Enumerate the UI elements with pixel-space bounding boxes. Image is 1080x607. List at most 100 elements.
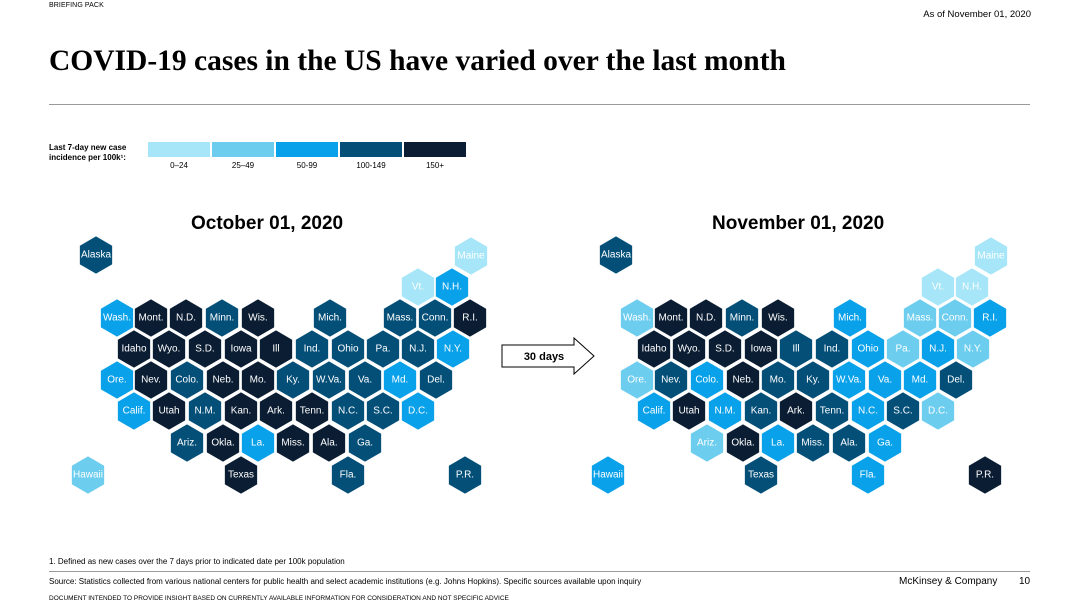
state-hex	[294, 390, 330, 432]
state-label: Utah	[678, 406, 699, 417]
state-label: Ill	[792, 344, 799, 355]
state-hex	[688, 297, 724, 339]
state-hex	[187, 390, 223, 432]
page-number: 10	[1019, 576, 1031, 587]
state-label: S.C.	[373, 406, 392, 417]
state-hex	[347, 422, 383, 464]
state-hex	[937, 297, 973, 339]
state-hex	[400, 390, 436, 432]
legend-label: 25–49	[231, 161, 255, 170]
state-hex	[725, 422, 761, 464]
state-label: W.Va.	[836, 375, 862, 386]
state-hex	[707, 328, 743, 370]
october-map-title: October 01, 2020	[191, 213, 344, 234]
state-label: Mo.	[770, 375, 787, 386]
state-label: S.D.	[195, 344, 214, 355]
state-label: Wyo.	[158, 344, 181, 355]
state-hex	[760, 359, 796, 401]
state-hex	[400, 328, 436, 370]
state-hex	[850, 328, 886, 370]
footnote: 1. Defined as new cases over the 7 days …	[49, 557, 345, 566]
state-hex	[204, 297, 240, 339]
state-hex	[312, 297, 348, 339]
state-hex	[832, 297, 868, 339]
legend-label: 150+	[425, 161, 445, 170]
state-label: P.R.	[456, 470, 474, 481]
state-label: Mont.	[138, 313, 163, 324]
state-hex	[938, 359, 974, 401]
state-hex	[133, 359, 169, 401]
state-label: W.Va.	[316, 375, 342, 386]
state-label: Utah	[158, 406, 179, 417]
state-label: Colo.	[695, 375, 718, 386]
state-hex	[760, 422, 796, 464]
state-label: Maine	[977, 251, 1005, 262]
state-hex	[636, 390, 672, 432]
state-hex	[598, 234, 634, 276]
state-label: Okla.	[731, 438, 754, 449]
state-hex	[168, 297, 204, 339]
state-label: Va.	[358, 375, 372, 386]
legend-swatch	[276, 142, 338, 157]
state-hex	[116, 328, 152, 370]
state-label: Hawaii	[593, 470, 623, 481]
state-hex	[223, 390, 259, 432]
state-hex	[133, 297, 169, 339]
state-label: Miss.	[801, 438, 824, 449]
state-label: N.Y.	[964, 344, 982, 355]
state-label: Mich.	[838, 313, 862, 324]
state-label: Colo.	[175, 375, 198, 386]
state-hex	[636, 328, 672, 370]
state-label: Kan.	[751, 406, 772, 417]
state-hex	[223, 454, 259, 496]
state-hex	[453, 235, 489, 277]
legend-title-line2: incidence per 100k¹:	[49, 153, 126, 162]
state-label: Mass.	[907, 313, 934, 324]
state-hex	[850, 454, 886, 496]
state-hex	[365, 328, 401, 370]
disclaimer: DOCUMENT INTENDED TO PROVIDE INSIGHT BAS…	[49, 595, 509, 602]
footer-divider	[49, 571, 1030, 572]
state-hex	[689, 359, 725, 401]
state-hex	[240, 297, 276, 339]
state-hex	[867, 422, 903, 464]
state-label: Minn.	[730, 313, 754, 324]
legend-label: 100-149	[356, 161, 386, 170]
state-label: D.C.	[928, 406, 948, 417]
state-label: Wyo.	[678, 344, 701, 355]
state-label: Vt.	[932, 282, 944, 293]
state-label: N.J.	[409, 344, 427, 355]
state-label: Texas	[228, 470, 254, 481]
title-divider	[49, 104, 1030, 105]
state-hex	[447, 454, 483, 496]
state-label: N.D.	[696, 313, 716, 324]
state-label: N.Y.	[444, 344, 462, 355]
october-hex-map: Alaska Maine Vt. N.H. Wash. Mont. N.D. Minn. Wis…	[70, 234, 489, 496]
state-label: Fla.	[340, 470, 357, 481]
state-hex	[590, 454, 626, 496]
state-hex	[760, 297, 796, 339]
state-hex	[867, 359, 903, 401]
state-label: Ind.	[824, 344, 841, 355]
state-label: Tenn.	[300, 406, 324, 417]
state-label: Md.	[392, 375, 409, 386]
state-hex	[653, 297, 689, 339]
state-label: Wash.	[103, 313, 131, 324]
state-hex	[452, 297, 488, 339]
state-label: Ark.	[787, 406, 805, 417]
state-hex	[330, 454, 366, 496]
state-label: Conn.	[942, 313, 969, 324]
state-label: Alaska	[601, 250, 631, 261]
state-label: Del.	[427, 375, 445, 386]
state-label: Va.	[878, 375, 892, 386]
state-label: Mo.	[250, 375, 267, 386]
state-label: Ind.	[304, 344, 321, 355]
state-hex	[795, 359, 831, 401]
state-label: Mont.	[658, 313, 683, 324]
thirty-days-arrow: 30 days	[501, 336, 595, 376]
state-hex	[365, 390, 401, 432]
state-label: Nev.	[661, 375, 681, 386]
state-label: N.H.	[442, 282, 462, 293]
state-label: Ore.	[627, 375, 646, 386]
state-label: Ore.	[107, 375, 126, 386]
